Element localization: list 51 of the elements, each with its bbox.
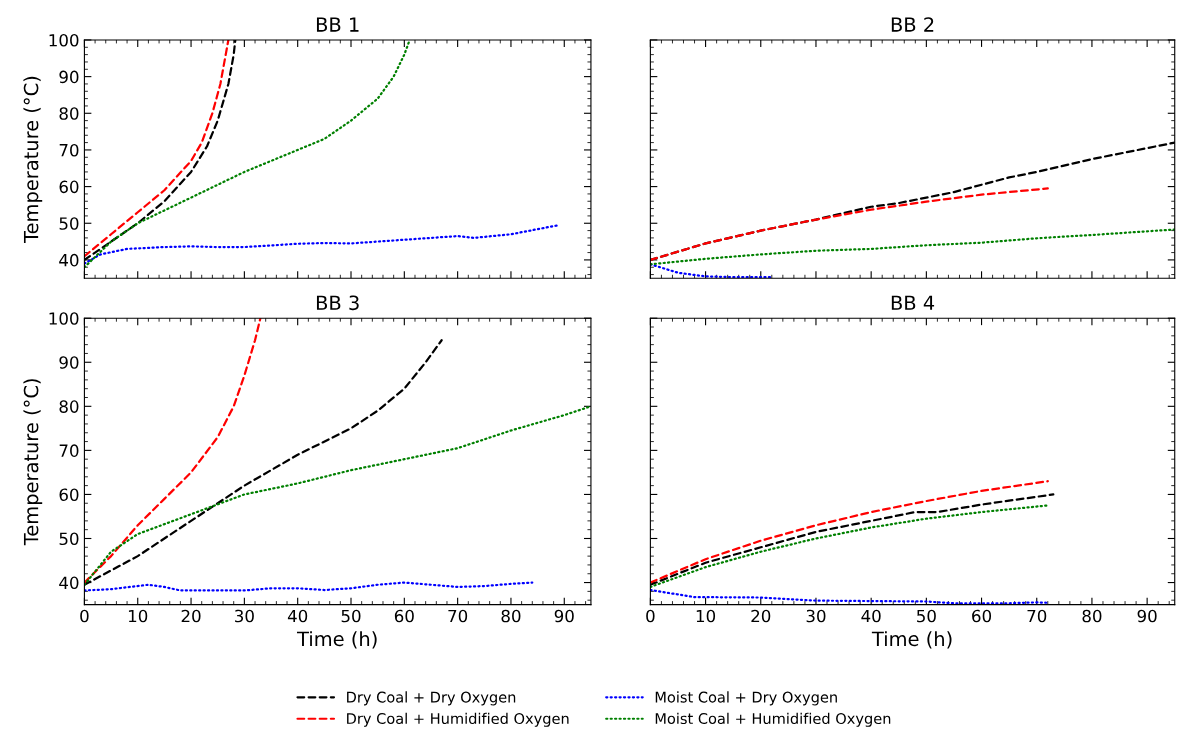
line-series: [84, 223, 561, 265]
y-tick-label: 50: [59, 532, 79, 546]
y-axis-title: Temperature (°C): [23, 76, 43, 244]
legend-label: Dry Coal + Humidified Oxygen: [347, 712, 569, 727]
x-tick-label: 80: [501, 609, 521, 623]
legend-label: Moist Coal + Humidified Oxygen: [655, 712, 891, 727]
x-tick-label: 90: [1137, 609, 1157, 623]
x-tick-label: 0: [646, 609, 655, 623]
x-tick-label: 60: [394, 609, 414, 623]
x-tick-label: 40: [861, 609, 881, 623]
chart-title: BB 3: [316, 295, 359, 311]
chart-title: BB 4: [891, 295, 935, 310]
y-tick-label: 90: [59, 70, 79, 84]
x-tick-label: 60: [972, 609, 992, 623]
x-tick-label: 50: [341, 609, 361, 623]
x-tick-label: 20: [181, 609, 201, 623]
x-tick-label: 90: [554, 609, 574, 623]
line-series: [84, 318, 262, 584]
chart-title: BB 1: [316, 17, 359, 32]
x-tick-label: 30: [235, 609, 254, 623]
x-tick-label: 40: [287, 609, 308, 623]
x-tick-label: 70: [1027, 609, 1047, 623]
x-axis-title: Time (h): [296, 631, 377, 649]
y-tick-label: 100: [49, 312, 79, 325]
y-tick-label: 50: [59, 217, 79, 230]
y-tick-label: 70: [59, 143, 79, 157]
x-tick-label: 10: [696, 609, 716, 623]
y-tick-label: 60: [59, 488, 79, 501]
line-series: [84, 39, 411, 269]
y-tick-label: 70: [59, 444, 79, 457]
y-axis-title: Temperature (°C): [23, 379, 43, 546]
x-tick-label: 70: [448, 609, 468, 623]
line-series: [84, 581, 534, 592]
x-tick-label: 50: [917, 609, 936, 623]
legend-label: Dry Coal + Dry Oxygen: [347, 691, 516, 706]
x-tick-label: 20: [751, 609, 771, 623]
line-series: [84, 405, 591, 586]
y-tick-label: 80: [59, 107, 79, 120]
x-tick-label: 0: [80, 609, 89, 623]
chart-title: BB 2: [891, 17, 934, 32]
y-tick-label: 80: [59, 400, 79, 413]
y-tick-label: 40: [59, 576, 79, 590]
legend-label: Moist Coal + Dry Oxygen: [655, 691, 837, 706]
x-tick-label: 10: [128, 609, 148, 623]
y-tick-label: 90: [59, 356, 79, 369]
x-tick-label: 30: [806, 609, 826, 623]
x-tick-label: 80: [1082, 609, 1102, 623]
x-axis-title: Time (h): [871, 631, 952, 649]
y-tick-label: 100: [49, 33, 79, 47]
y-tick-label: 60: [59, 180, 79, 194]
y-tick-label: 40: [59, 253, 79, 267]
